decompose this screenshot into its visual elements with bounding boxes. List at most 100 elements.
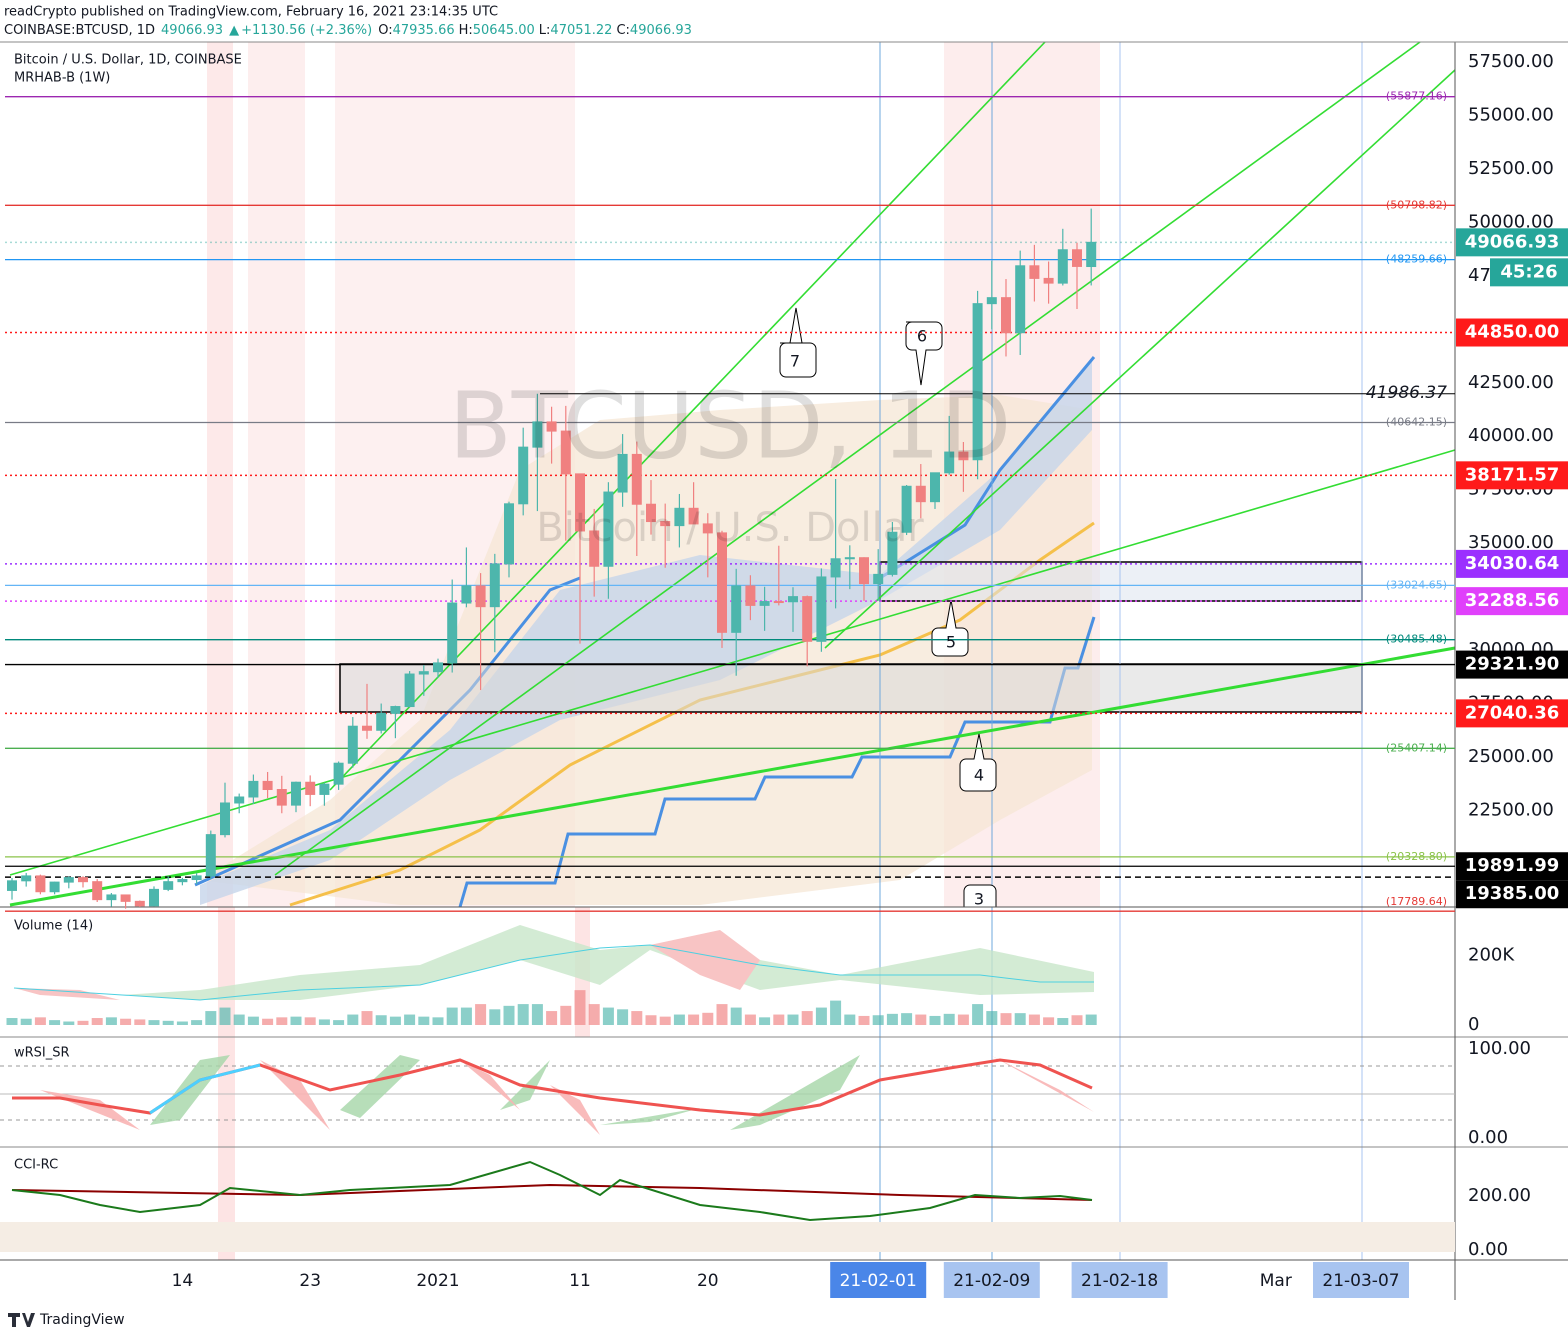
ma-fast [879,356,1096,580]
trendline [9,646,1456,907]
candle-body [1001,297,1011,334]
volume-bar [361,1011,373,1025]
volume-bar [1000,1013,1012,1025]
volume-bar [475,1004,487,1025]
y-tick-label: 200K [1468,944,1515,965]
range-box [339,663,1363,713]
l-label: L: [539,23,551,38]
cci-line [11,1160,1093,1222]
candle-body [901,485,912,533]
candle-body [717,532,727,633]
volume-bar [120,1018,132,1025]
price-badge [1456,228,1568,257]
range-box [879,561,1363,602]
candle-body [163,881,174,890]
y-tick-label: 40000.00 [1468,425,1554,446]
candle-body [461,585,472,604]
volume-bar [773,1014,785,1025]
volume-bar [446,1007,458,1025]
candle-body [986,297,997,305]
candle-body [347,725,358,764]
decorations [0,41,1568,1327]
zone [218,907,235,1260]
date-badge [1071,1262,1168,1298]
last: 49066.93 [161,23,223,38]
change: +1130.56 (+2.36%) [241,23,372,38]
zone [248,42,305,907]
volume-bar [148,1020,160,1025]
candle-body [773,601,784,604]
volume-bar [1028,1014,1040,1025]
volume-bar [304,1017,316,1025]
volume-bar [290,1016,302,1025]
candle-body [276,789,287,806]
candle-body [859,557,869,585]
y-tick-label: 57500.00 [1468,51,1554,72]
level-label: (25407.14) [1386,741,1447,754]
candle-body [1043,277,1054,284]
volume-bar [901,1013,913,1025]
volume-bar [943,1013,955,1025]
candle-body [418,671,429,675]
volume-bar [318,1019,330,1025]
volume-bar [744,1014,756,1025]
y-tick-label: 0.00 [1468,1239,1508,1260]
y-tick-label: 200.00 [1468,1185,1531,1206]
candle-body [191,875,202,881]
volume-bar [191,1020,203,1025]
chart-title: Bitcoin / U.S. Dollar, 1D, COINBASE [14,53,242,68]
price-badge [1456,461,1568,490]
volume-bar [517,1004,529,1025]
low: 47051.22 [550,23,612,38]
price-badge [1456,880,1568,909]
date-badge [943,1262,1040,1298]
candle-body [788,596,798,603]
volume-bar [631,1011,643,1025]
candle-body [149,888,159,907]
trendline [274,41,1421,876]
candle-body [333,762,344,785]
callout-label: 5 [946,633,956,652]
volume-bar [588,1004,600,1025]
arrow: ▲ [229,23,239,38]
volume-bar [915,1014,927,1025]
candle-body [844,557,855,560]
candle-body [930,472,940,503]
volume-bar [546,1011,558,1025]
volume-bar [716,1004,728,1025]
candle-body [177,879,188,883]
candle-body [63,877,74,883]
y-tick-label: 100.00 [1468,1038,1531,1059]
candle-body [262,780,273,791]
price-badge-label: 49066.93 [1465,231,1560,252]
callout-label: 6 [917,327,927,346]
brand: TradingView [39,1312,125,1328]
candle-body [1029,265,1040,279]
candle-body [35,875,46,893]
volume-bar [730,1007,742,1025]
volume-bar [503,1005,515,1025]
volume-bar [20,1018,32,1025]
volume-bar [404,1014,416,1025]
y-tick-label: 0.00 [1468,1127,1508,1148]
y-tick-label: 22500.00 [1468,799,1554,820]
y-tick-label: 25000.00 [1468,746,1554,767]
candle-body [1057,249,1068,284]
level-label: (30485.48) [1386,633,1447,646]
volume-bar [460,1007,472,1025]
candle-body [944,451,955,474]
volume-bar [134,1019,146,1025]
trendline [329,41,1046,791]
callout [905,321,943,386]
volume-bar [375,1015,387,1025]
candle-body [205,834,216,877]
x-tick-label: 21-02-09 [953,1271,1030,1291]
candle-body [362,725,372,731]
close: 49066.93 [630,23,692,38]
candle-body [404,673,415,708]
price-badge [1456,549,1568,578]
candle-body [92,881,103,901]
candle-body [702,523,713,534]
candle-body [220,802,230,836]
candle-body [78,877,88,883]
